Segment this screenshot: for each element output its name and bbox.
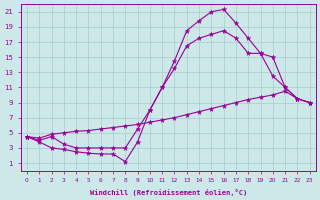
X-axis label: Windchill (Refroidissement éolien,°C): Windchill (Refroidissement éolien,°C) [90,189,247,196]
